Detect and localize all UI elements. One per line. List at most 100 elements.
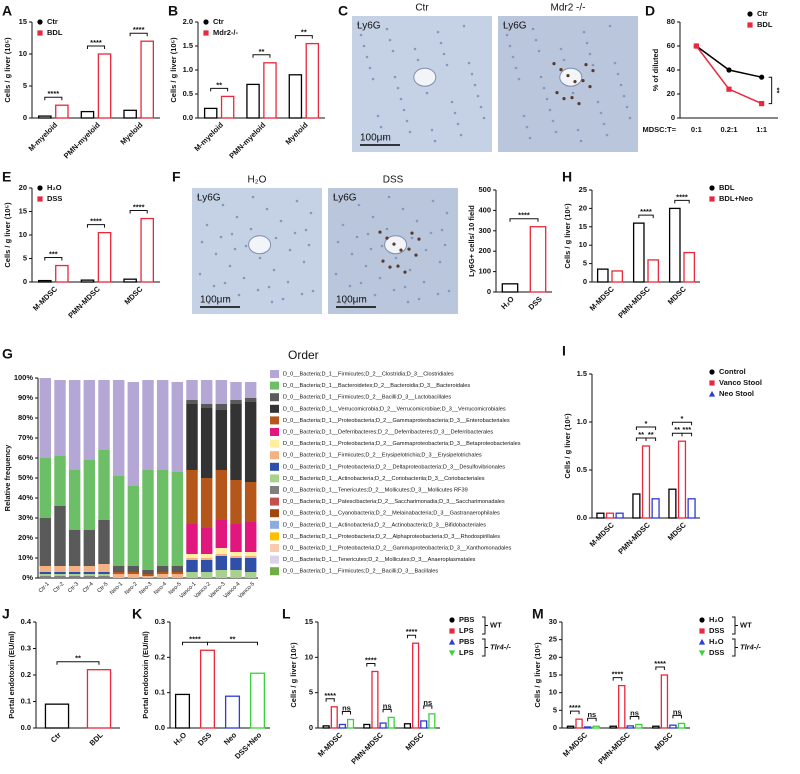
nucleus [602, 122, 606, 126]
significance-bracket [635, 426, 657, 430]
x-tick-label: 0.2:1 [720, 125, 737, 134]
marker [448, 650, 456, 657]
stacked-segment [230, 556, 242, 558]
marker [709, 185, 715, 191]
significance-bracket [674, 199, 690, 204]
stacked-segment [112, 476, 125, 566]
significance-label: **** [612, 670, 624, 679]
legend-brace [482, 638, 488, 657]
legend-label: D_0__Bacteria;D_1__Bacteroidetes;D_2__Ba… [283, 383, 470, 389]
x-tick-label: Ctr-2 [52, 581, 65, 594]
nucleus [304, 228, 308, 232]
stacked-segment [200, 528, 213, 554]
legend-label: D_0__Bacteria;D_1__Proteobacteria;D_2__A… [283, 534, 500, 540]
nucleus [196, 194, 200, 198]
marker [759, 74, 765, 80]
scale-label: 100μm [200, 295, 231, 306]
y-tick-label: 0.0 [155, 723, 165, 732]
significance-bracket [341, 711, 352, 715]
legend-swatch [270, 451, 279, 460]
nucleus [368, 66, 372, 70]
stacked-segment [68, 572, 81, 574]
bar [632, 222, 645, 283]
y-tick-label: 80% [18, 413, 33, 422]
marker [747, 22, 753, 28]
legend-label: D_0__Bacteria;D_1__Proteobacteria;D_2__G… [283, 418, 510, 424]
nucleus [459, 133, 463, 137]
stained-cell [570, 96, 574, 100]
stacked-segment [215, 554, 228, 556]
nucleus [542, 86, 546, 90]
x-tick-label: PMN-MDSC [596, 730, 632, 766]
bar [677, 440, 687, 519]
y-tick-label: 5 [23, 81, 27, 90]
panel-letter: B [168, 3, 178, 19]
significance-bracket [509, 218, 539, 222]
bar [246, 83, 260, 119]
nucleus [438, 260, 442, 264]
nucleus [270, 300, 274, 304]
stacked-segment [112, 574, 125, 578]
nucleus [281, 297, 285, 301]
stacked-segment [39, 518, 52, 566]
nucleus [445, 211, 449, 215]
significance-label: ns [630, 708, 639, 717]
bar [611, 270, 624, 283]
y-tick-label: 0.3 [155, 617, 165, 626]
stacked-segment [54, 572, 66, 574]
significance-bracket [366, 662, 376, 667]
nucleus [531, 27, 535, 31]
stacked-segment [39, 574, 52, 576]
y-axis-label: Relative frequency [3, 444, 12, 512]
nucleus [394, 256, 398, 260]
y-tick-label: 500 [478, 185, 491, 194]
nucleus [522, 114, 526, 118]
panel-letter: F [172, 169, 181, 185]
vessel [248, 235, 272, 255]
nucleus [508, 44, 512, 48]
legend-swatch [270, 428, 279, 436]
nucleus [622, 94, 626, 98]
bar [592, 725, 600, 729]
y-tick-label: 0.5 [577, 465, 587, 474]
stacked-segment [127, 382, 140, 486]
nucleus [413, 47, 417, 51]
nucleus [387, 195, 391, 199]
x-tick-label: M-myeloid [27, 120, 60, 153]
bar [660, 674, 669, 729]
x-tick-label: M-MDSC [316, 730, 345, 759]
panel-letter: H [562, 169, 572, 185]
nucleus [559, 47, 563, 51]
stacked-segment [200, 554, 213, 558]
legend-label: BDL+Neo [719, 194, 753, 203]
nucleus [534, 38, 538, 42]
marker [449, 617, 455, 623]
legend-label: D_0__Bacteria;D_1__Patescibacteria;D_2__… [283, 499, 505, 505]
marker [37, 185, 43, 191]
nucleus [355, 235, 359, 239]
bar [618, 684, 626, 729]
stacked-segment [186, 572, 198, 578]
nucleus [380, 244, 384, 248]
nucleus [410, 236, 414, 240]
stacked-segment [39, 572, 52, 574]
y-tick-label: 0 [23, 113, 27, 122]
y-tick-label: 300 [478, 226, 491, 235]
legend-swatch [270, 462, 279, 471]
stain-label: Ly6G [503, 21, 527, 32]
stacked-segment [98, 520, 110, 564]
y-tick-label: 90% [18, 393, 33, 402]
y-tick-label: 0.3 [21, 643, 31, 652]
y-tick-label: 10 [19, 49, 27, 58]
stacked-segment [142, 576, 154, 578]
nucleus [406, 300, 410, 304]
significance-bracket [129, 32, 148, 37]
stacked-segment [200, 380, 213, 404]
stacked-segment [200, 572, 213, 578]
x-tick-label: PMN-myeloid [62, 120, 102, 160]
x-tick-label: M-MDSC [588, 520, 617, 549]
nucleus [286, 280, 290, 284]
stacked-segment [200, 408, 213, 478]
significance-bracket [44, 257, 63, 261]
